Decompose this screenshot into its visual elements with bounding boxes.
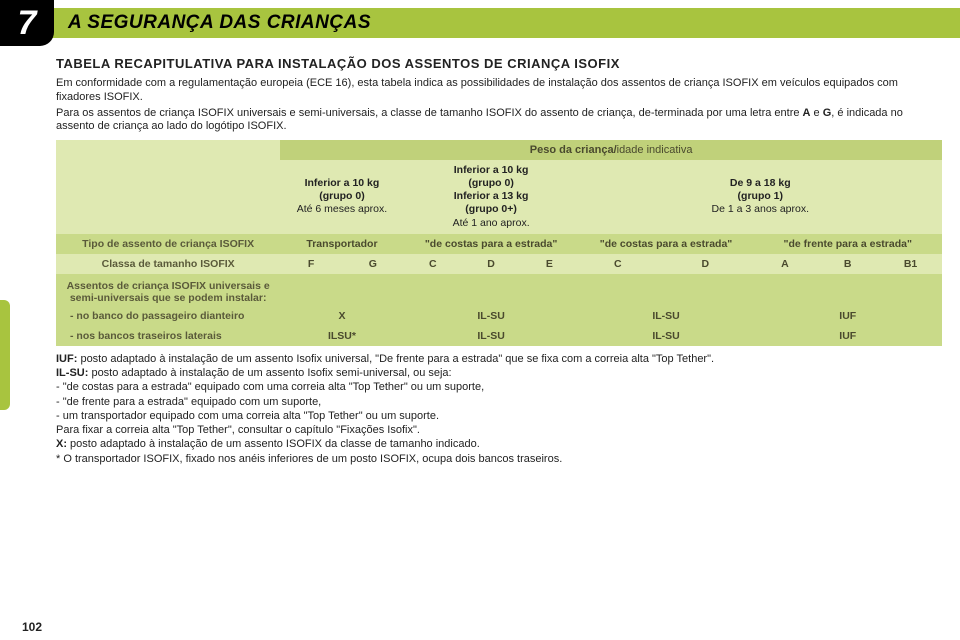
- page: 7 A SEGURANÇA DAS CRIANÇAS TABELA RECAPI…: [0, 0, 960, 640]
- sz-4: E: [520, 254, 578, 274]
- row-pass-front: - no banco do passageiro dianteiro X IL-…: [56, 306, 942, 326]
- sz-9: B1: [879, 254, 942, 274]
- row-peso: Peso da criança/idade indicativa: [56, 140, 942, 160]
- page-number: 102: [22, 620, 42, 634]
- row-rear-label: - nos bancos traseiros laterais: [56, 326, 280, 346]
- tipo-col1: Transportador: [280, 234, 403, 254]
- row-assentos-label: Assentos de criança ISOFIX universais e …: [56, 274, 280, 306]
- note-iuf-b: IUF:: [56, 353, 77, 365]
- note-iuf-t: posto adaptado à instalação de um assent…: [77, 353, 714, 365]
- header-title: A SEGURANÇA DAS CRIANÇAS: [68, 12, 371, 34]
- sz-2: C: [404, 254, 462, 274]
- side-tab: [0, 300, 10, 410]
- tipo-col2: "de costas para a estrada": [404, 234, 579, 254]
- note-x-b: X:: [56, 438, 67, 450]
- peso-header: Peso da criança/idade indicativa: [280, 140, 942, 160]
- wg-g0-l1: Inferior a 10 kg: [284, 177, 399, 190]
- subtitle: TABELA RECAPITULATIVA PARA INSTALAÇÃO DO…: [56, 56, 942, 71]
- note-fixar: Para fixar a correia alta "Top Tether", …: [56, 423, 942, 437]
- wg-g0p: Inferior a 10 kg (grupo 0) Inferior a 13…: [404, 160, 579, 234]
- tipo-col3: "de costas para a estrada": [579, 234, 754, 254]
- rr-1: IL-SU: [404, 326, 579, 346]
- content: TABELA RECAPITULATIVA PARA INSTALAÇÃO DO…: [56, 56, 942, 630]
- sz-7: A: [754, 254, 817, 274]
- pf-0: X: [280, 306, 403, 326]
- sz-5: C: [579, 254, 658, 274]
- peso-light: idade indicativa: [617, 144, 693, 156]
- row-classa-label: Classa de tamanho ISOFIX: [56, 254, 280, 274]
- intro-p2-G: G: [823, 107, 832, 119]
- note-ilsu-t: posto adaptado à instalação de um assent…: [88, 367, 451, 379]
- row-classa: Classa de tamanho ISOFIX F G C D E C D A…: [56, 254, 942, 274]
- sz-3: D: [462, 254, 520, 274]
- intro-p1: Em conformidade com a regulamentação eur…: [56, 77, 942, 105]
- note-ilsu-b: IL-SU:: [56, 367, 88, 379]
- rr-2: IL-SU: [579, 326, 754, 346]
- isofix-table: Peso da criança/idade indicativa Inferio…: [56, 140, 942, 346]
- wg-g1-l1: De 9 a 18 kg: [583, 177, 938, 190]
- wg-g0-l2: (grupo 0): [284, 190, 399, 203]
- intro-p2-c: e: [810, 107, 822, 119]
- wg-g1: De 9 a 18 kg (grupo 1) De 1 a 3 anos apr…: [579, 160, 942, 234]
- rr-0: ILSU*: [280, 326, 403, 346]
- sz-8: B: [816, 254, 879, 274]
- note-ilsu: IL-SU: posto adaptado à instalação de um…: [56, 366, 942, 380]
- row-tipo: Tipo de assento de criança ISOFIX Transp…: [56, 234, 942, 254]
- rr-3: IUF: [754, 326, 943, 346]
- pf-2: IL-SU: [579, 306, 754, 326]
- wg-g0: Inferior a 10 kg (grupo 0) Até 6 meses a…: [280, 160, 403, 234]
- note-li2: - "de frente para a estrada" equipado co…: [56, 395, 942, 409]
- note-li3: - um transportador equipado com uma corr…: [56, 409, 942, 423]
- peso-bold: Peso da criança/: [530, 144, 617, 156]
- intro-p2: Para os assentos de criança ISOFIX unive…: [56, 107, 942, 135]
- wg-g0p-l5: Até 1 ano aprox.: [408, 217, 575, 230]
- header-bar: A SEGURANÇA DAS CRIANÇAS: [40, 8, 960, 38]
- intro-p2-a: Para os assentos de criança ISOFIX unive…: [56, 107, 803, 119]
- note-iuf: IUF: posto adaptado à instalação de um a…: [56, 352, 942, 366]
- wg-g0p-l4: (grupo 0+): [408, 203, 575, 216]
- sz-1: G: [342, 254, 404, 274]
- row-assentos-head: Assentos de criança ISOFIX universais e …: [56, 274, 942, 306]
- pf-3: IUF: [754, 306, 943, 326]
- pf-1: IL-SU: [404, 306, 579, 326]
- sz-6: D: [657, 254, 753, 274]
- row-tipo-label: Tipo de assento de criança ISOFIX: [56, 234, 280, 254]
- chapter-badge: 7: [0, 0, 54, 46]
- note-star: * O transportador ISOFIX, fixado nos ané…: [56, 452, 942, 466]
- wg-g1-l2: (grupo 1): [583, 190, 938, 203]
- wg-g0-l3: Até 6 meses aprox.: [284, 203, 399, 216]
- wg-g0p-l1: Inferior a 10 kg: [408, 164, 575, 177]
- notes: IUF: posto adaptado à instalação de um a…: [56, 352, 942, 466]
- sz-0: F: [280, 254, 342, 274]
- tipo-col4: "de frente para a estrada": [754, 234, 943, 254]
- note-x: X: posto adaptado à instalação de um ass…: [56, 437, 942, 451]
- wg-g0p-l3: Inferior a 13 kg: [408, 190, 575, 203]
- wg-g1-l3: De 1 a 3 anos aprox.: [583, 203, 938, 216]
- row-rear: - nos bancos traseiros laterais ILSU* IL…: [56, 326, 942, 346]
- note-li1: - "de costas para a estrada" equipado co…: [56, 380, 942, 394]
- wg-g0p-l2: (grupo 0): [408, 177, 575, 190]
- note-x-t: posto adaptado à instalação de um assent…: [67, 438, 480, 450]
- row-pass-front-label: - no banco do passageiro dianteiro: [56, 306, 280, 326]
